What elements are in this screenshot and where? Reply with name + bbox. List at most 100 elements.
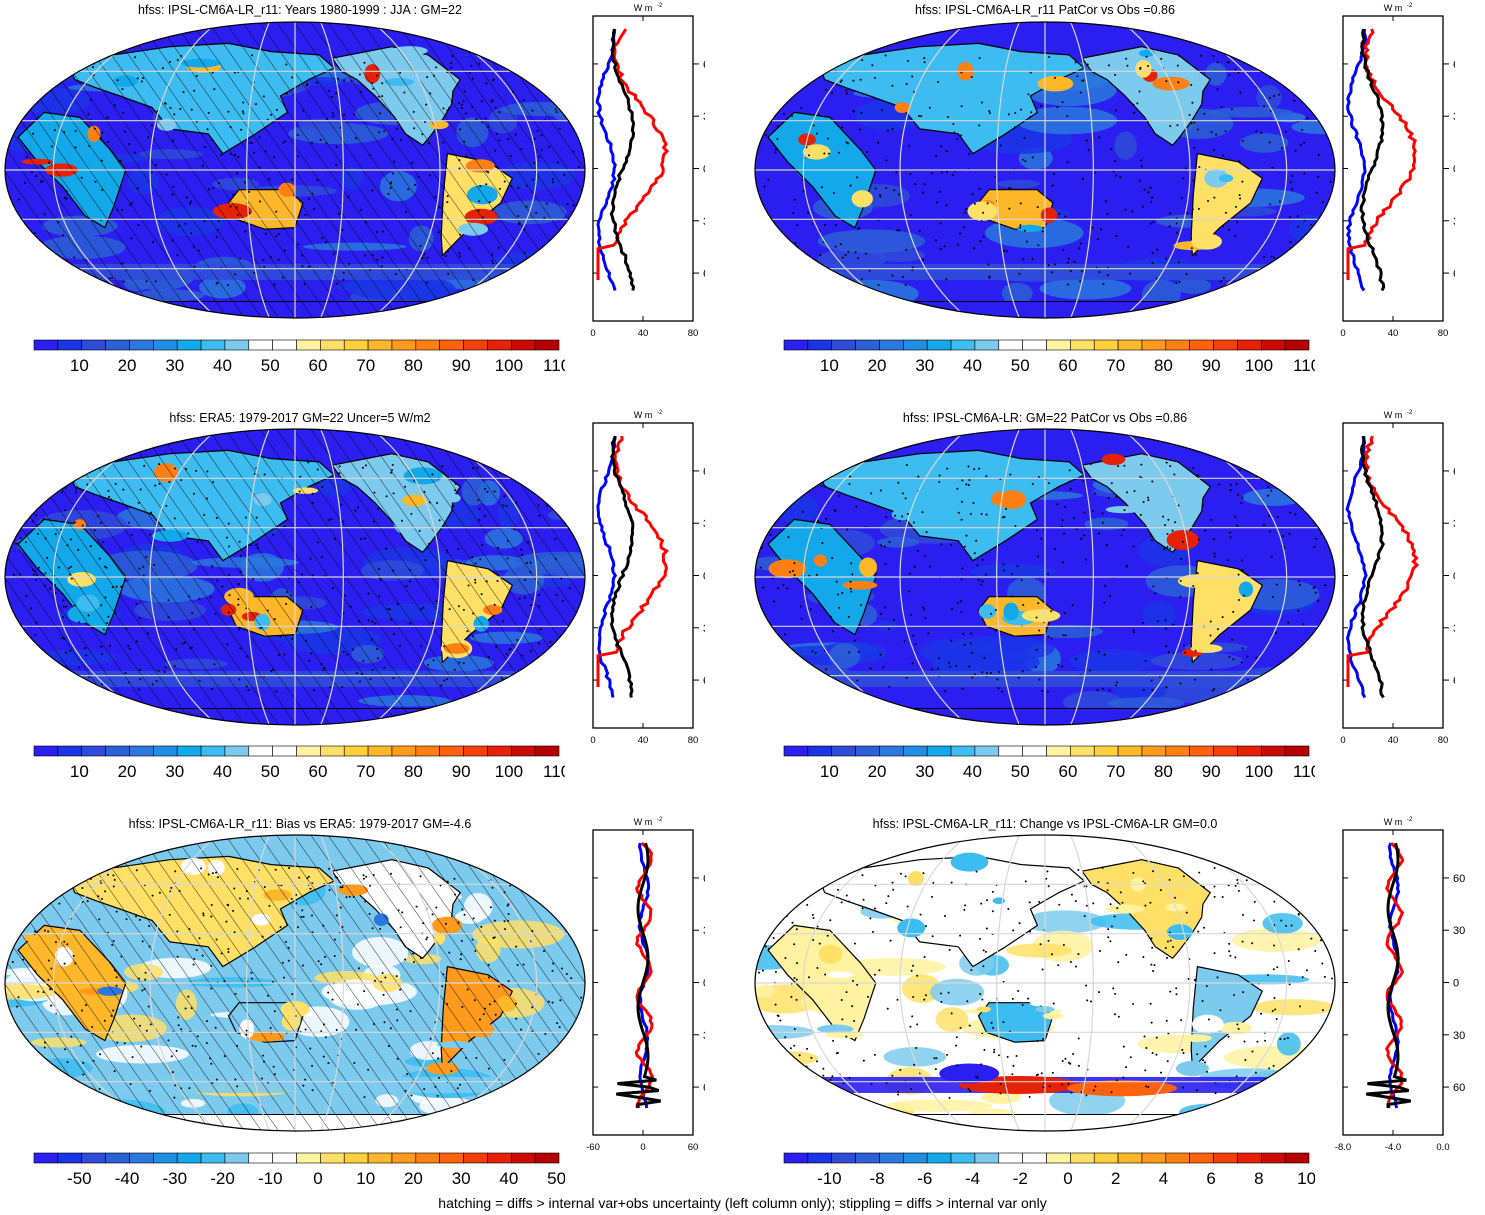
colorbar-swatch <box>176 1152 202 1164</box>
longitude-line <box>899 835 969 1131</box>
colorbar-p1: 102030405060708090100110 <box>33 339 565 375</box>
stipple-dot <box>840 999 843 1002</box>
lat-label: 60S <box>703 675 705 687</box>
stipple-dot <box>1022 258 1025 261</box>
stipple-dot <box>1185 911 1188 914</box>
stipple-dot <box>982 235 985 238</box>
stipple-dot <box>1069 488 1072 491</box>
stipple-dot <box>811 650 814 653</box>
stipple-dot <box>1210 518 1213 521</box>
stipple-dot <box>891 881 894 884</box>
lat-label: 60S <box>1453 675 1455 687</box>
stipple-dot <box>1272 968 1275 971</box>
stipple-dot <box>891 1074 894 1077</box>
stipple-dot <box>1232 658 1235 661</box>
stipple-dot <box>1182 540 1185 543</box>
stipple-dot <box>1036 529 1039 532</box>
stipple-dot <box>817 265 820 268</box>
stipple-dot <box>1079 280 1082 283</box>
stipple-dot <box>879 489 882 492</box>
stipple-dot <box>968 478 971 481</box>
profile-unit-superscript: -2 <box>657 410 663 416</box>
stipple-dot <box>771 577 774 580</box>
series-line-blue <box>595 28 617 291</box>
stipple-dot <box>1278 200 1281 203</box>
stipple-dot <box>959 232 962 235</box>
stipple-dot <box>1132 1003 1135 1006</box>
map-border <box>754 21 1336 319</box>
stipple-dot <box>827 137 830 140</box>
stipple-dot <box>1234 68 1237 71</box>
longitude-line <box>371 835 441 1131</box>
stipple-dot <box>1175 281 1178 284</box>
profile-frame <box>1342 422 1444 729</box>
stipple-dot <box>561 231 564 234</box>
ocean-field-patch <box>1253 269 1290 284</box>
colorbar-swatch <box>1284 745 1310 757</box>
stipple-dot <box>1019 226 1022 229</box>
stipple-dot <box>792 212 795 215</box>
land-field-patch <box>1175 1060 1209 1077</box>
lat-label: 30N <box>703 925 705 937</box>
stipple-dot <box>973 552 976 555</box>
land-field-patch <box>859 557 878 577</box>
stipple-dot <box>1076 75 1079 78</box>
colorbar-swatch <box>807 745 833 757</box>
stipple-dot <box>1232 610 1235 613</box>
stipple-dot <box>1089 669 1092 672</box>
stipple-dot <box>891 84 894 87</box>
stipple-dot <box>791 570 794 573</box>
stipple-dot <box>1018 272 1021 275</box>
stipple-dot <box>1061 1060 1064 1063</box>
colorbar-label: 10 <box>820 356 839 375</box>
stipple-dot <box>1018 922 1021 925</box>
stipple-dot <box>1301 128 1304 131</box>
stipple-dot <box>786 587 789 590</box>
colorbar-swatch <box>831 339 856 351</box>
colorbar-swatch <box>176 745 202 757</box>
stipple-dot <box>912 521 915 524</box>
stipple-dot <box>904 497 907 500</box>
stipple-dot <box>911 75 914 78</box>
stipple-dot <box>1150 963 1153 966</box>
stipple-dot <box>1210 131 1213 134</box>
stipple-dot <box>1186 212 1189 215</box>
stipple-dot <box>948 1096 951 1099</box>
stipple-dot <box>1245 879 1248 882</box>
stipple-dot <box>866 151 869 154</box>
stipple-dot <box>1268 530 1271 533</box>
stipple-dot <box>878 969 881 972</box>
stipple-dot <box>965 534 968 537</box>
colorbar-swatch <box>57 1152 83 1164</box>
stipple-dot <box>1176 231 1179 234</box>
stipple-dot <box>825 882 828 885</box>
stipple-dot <box>853 1019 856 1022</box>
stipple-dot <box>1197 128 1200 131</box>
stipple-dot <box>9 607 12 610</box>
stipple-dot <box>1180 1019 1183 1022</box>
stipple-dot <box>985 927 988 930</box>
stipple-dot <box>1191 101 1194 104</box>
stipple-dot <box>950 881 953 884</box>
stipple-dot <box>1213 885 1216 888</box>
stipple-dot <box>70 1079 73 1082</box>
stipple-dot <box>819 466 822 469</box>
stipple-dot <box>787 536 790 539</box>
stipple-dot <box>1275 583 1278 586</box>
stipple-dot <box>1213 866 1216 869</box>
stipple-dot <box>1031 258 1034 261</box>
stipple-dot <box>838 606 841 609</box>
series-line-black <box>1366 842 1411 1109</box>
stipple-dot <box>1101 512 1104 515</box>
stipple-dot <box>1062 944 1065 947</box>
land-field-patch <box>768 559 807 579</box>
x-tick-label: 40 <box>1388 328 1399 339</box>
stipple-dot <box>1077 953 1080 956</box>
change-coldspot <box>939 1063 1000 1084</box>
stipple-dot <box>1037 602 1040 605</box>
stipple-dot <box>1245 54 1248 57</box>
stipple-dot <box>1042 1038 1045 1041</box>
stipple-dot <box>885 159 888 162</box>
stipple-dot <box>1007 113 1010 116</box>
stipple-dot <box>1064 634 1067 637</box>
